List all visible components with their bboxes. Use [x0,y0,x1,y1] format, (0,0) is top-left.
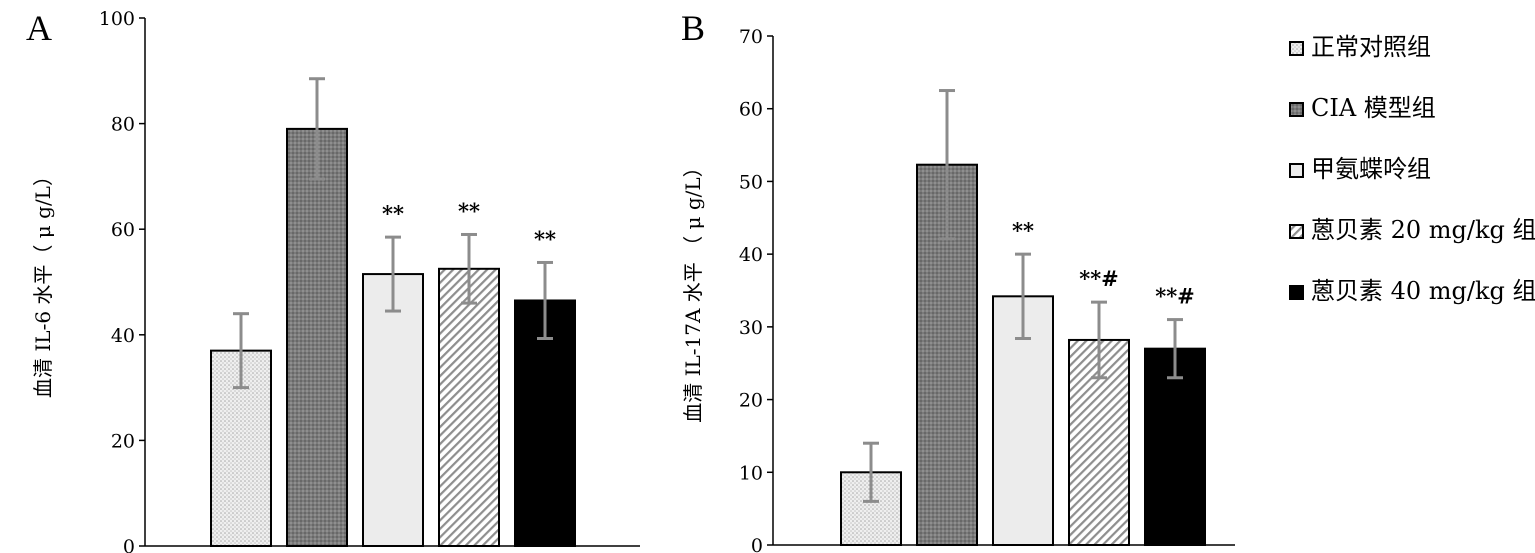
legend-swatch [1289,163,1304,178]
panel-a-chart: A 血清 IL-6 水平（ μ g/L） 0 20 40 60 80 100 ** ** ** [26,8,640,553]
y-tick-label: 80 [111,114,135,136]
y-tick-label: 60 [111,219,135,241]
y-tick-label: 20 [739,390,763,412]
y-tick-label: 0 [123,536,135,553]
significance-label: **# [1079,266,1119,291]
y-axis-label: 血清 IL-17A 水平 （ μ g/L） [681,157,705,422]
legend-swatch [1289,41,1304,56]
legend-swatch [1289,224,1304,239]
legend-label: 正常对照组 [1311,33,1431,61]
significance-label: ** [458,198,480,223]
y-tick-label: 70 [739,26,763,48]
significance-label: ** [1012,218,1034,243]
legend-label: CIA 模型组 [1311,94,1436,122]
y-tick-label: 30 [739,317,763,339]
bar [514,299,576,548]
legend-label: 蒽贝素 40 mg/kg 组 [1311,277,1535,305]
y-tick-label: 50 [739,171,763,193]
y-tick-label: 60 [739,99,763,121]
y-axis-label: 血清 IL-6 水平（ μ g/L） [31,166,55,398]
bar [362,273,424,547]
panel-letter: A [26,8,52,48]
bar [286,127,348,547]
y-tick-label: 40 [111,325,135,347]
legend-label: 蒽贝素 20 mg/kg 组 [1311,216,1535,244]
significance-label: ** [534,226,556,251]
y-tick-label: 0 [751,535,763,553]
significance-label: **# [1155,284,1195,309]
panel-b-chart: B 血清 IL-17A 水平 （ μ g/L） 0 10 20 30 40 50 60 70 ** *… [681,8,1235,553]
y-tick-label: 100 [99,8,135,30]
panel-letter: B [681,8,705,48]
bar [1144,347,1206,546]
legend-label: 甲氨蝶呤组 [1311,155,1431,183]
legend-swatch [1289,102,1304,117]
bar [438,267,500,547]
y-tick-label: 20 [111,430,135,452]
significance-label: ** [382,201,404,226]
y-tick-label: 40 [739,244,763,266]
legend-swatch [1289,285,1304,300]
y-tick-label: 10 [739,462,763,484]
